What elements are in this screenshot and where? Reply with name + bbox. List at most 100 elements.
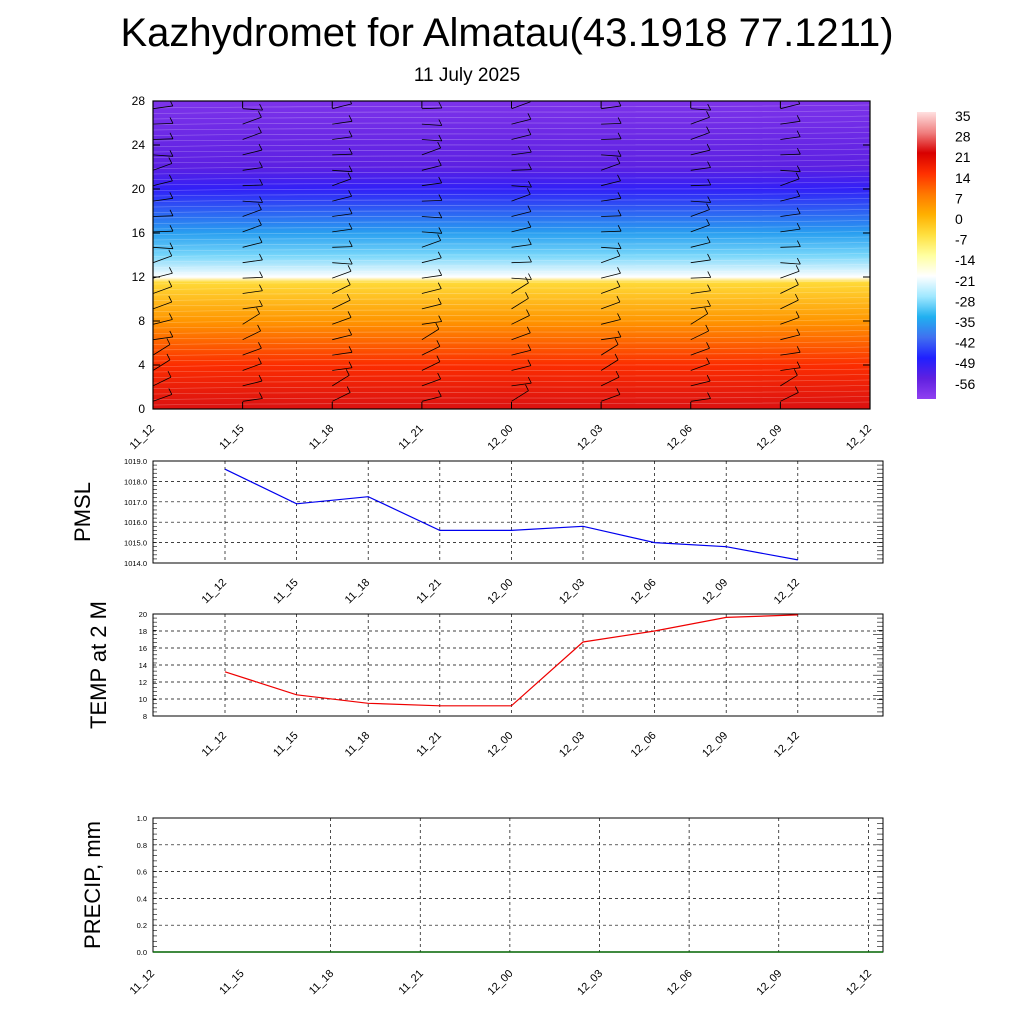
- panel-frame: [152, 613, 884, 717]
- wind-barb-flag: [259, 253, 263, 261]
- precip-panel: 0.0 0.2 0.4 0.6 0.8 1.0 11_12 11_15 11_18 11_21 12…: [80, 814, 884, 998]
- x-tick-label: 12_09: [754, 423, 784, 453]
- x-tick-label: 12_03: [575, 968, 605, 998]
- wind-barb-flag: [707, 392, 711, 399]
- x-tick-label: 11_18: [343, 730, 373, 760]
- wind-barb: [780, 195, 800, 202]
- isoline: [153, 280, 870, 285]
- wind-barb-flag: [617, 209, 622, 216]
- isoline: [153, 126, 870, 131]
- wind-barb-flag: [348, 222, 353, 230]
- wind-barb: [690, 330, 709, 341]
- wind-barb-flag: [886, 234, 889, 240]
- wind-barb-flag: [796, 328, 801, 336]
- wind-barb-flag: [796, 130, 801, 137]
- colorbar-label: -49: [955, 355, 975, 371]
- wind-barb: [780, 246, 801, 248]
- wind-barb-flag: [347, 311, 352, 318]
- wind-barb-flag: [168, 157, 173, 164]
- isoline: [153, 379, 870, 384]
- x-tick-label: 12_00: [485, 730, 515, 760]
- isoline: [153, 176, 870, 180]
- wind-barb-flag: [437, 282, 442, 289]
- y-axis-label: PMSL: [70, 482, 95, 542]
- wind-barb-flag: [885, 356, 888, 362]
- wind-barb: [511, 193, 531, 202]
- wind-barb-flag: [886, 159, 889, 165]
- wind-barb-flag: [168, 280, 173, 287]
- wind-barb: [242, 108, 263, 111]
- wind-barb-flag: [525, 384, 529, 391]
- wind-barb: [421, 139, 442, 142]
- y-tick-label: 1018.0: [124, 477, 147, 486]
- isoline: [153, 390, 870, 395]
- wind-barb: [242, 259, 263, 264]
- wind-barb: [511, 365, 532, 371]
- isoline: [153, 401, 870, 406]
- wind-barb-flag: [348, 148, 353, 155]
- wind-barb-flag: [528, 163, 532, 170]
- wind-barb-flag: [258, 236, 263, 243]
- wind-barb: [690, 167, 711, 171]
- wind-barb: [601, 138, 622, 140]
- wind-barb-flag: [258, 357, 262, 364]
- wind-barb-flag: [614, 338, 619, 345]
- wind-barb: [600, 286, 621, 294]
- y-tick-label: 0.4: [137, 894, 147, 903]
- wind-barb: [601, 246, 622, 250]
- wind-barb: [153, 246, 173, 250]
- colorbar-label: -14: [955, 252, 975, 268]
- wind-barb: [690, 380, 711, 387]
- y-tick-label: 12: [139, 678, 147, 687]
- wind-barb: [780, 270, 800, 279]
- wind-barb-flag: [525, 276, 529, 284]
- wind-barb-flag: [349, 101, 353, 105]
- wind-barb-flag: [348, 207, 353, 214]
- wind-barb: [869, 108, 870, 109]
- x-tick-label: 11_12: [200, 730, 230, 760]
- isoline: [153, 302, 870, 307]
- wind-barb: [153, 336, 173, 341]
- colorbar-label: -28: [955, 293, 975, 309]
- wind-barb: [601, 272, 621, 279]
- wind-barb-flag: [618, 101, 622, 107]
- wind-barb-flag: [886, 283, 889, 289]
- wind-barb-flag: [167, 370, 172, 378]
- wind-barb: [242, 363, 262, 371]
- y-tick-label: 20: [139, 610, 147, 619]
- x-tick-label: 11_12: [128, 423, 158, 453]
- wind-barb: [690, 259, 711, 264]
- wind-barb: [511, 315, 530, 325]
- wind-barb: [332, 262, 353, 265]
- wind-barb-flag: [617, 150, 622, 157]
- wind-barb-flag: [796, 257, 801, 265]
- y-tick-label: 10: [139, 695, 147, 704]
- wind-barb-flag: [706, 126, 710, 133]
- wind-barb-flag: [527, 145, 532, 153]
- wind-barb-flag: [617, 225, 622, 232]
- x-tick-label: 12_06: [629, 730, 659, 760]
- wind-barb: [332, 120, 353, 125]
- y-tick-label: 1019.0: [124, 457, 147, 466]
- wind-barb-flag: [438, 119, 443, 126]
- wind-barb: [780, 367, 801, 371]
- isoline: [153, 341, 870, 345]
- wind-barb: [780, 334, 800, 341]
- wind-barb: [869, 246, 870, 248]
- isoline: [153, 154, 870, 158]
- wind-barb-flag: [259, 271, 263, 278]
- x-tick-label: 12_12: [772, 577, 802, 607]
- colorbar-label: -7: [955, 232, 968, 248]
- isoline: [153, 170, 870, 175]
- height-axis: 0 4 8 12 16 20 24 28: [132, 94, 870, 416]
- wind-barb-flag: [706, 357, 710, 364]
- wind-barb-flag: [887, 177, 890, 183]
- wind-barb-flag: [887, 316, 890, 322]
- isoline: [153, 308, 870, 312]
- wind-barb-flag: [438, 101, 443, 109]
- wind-barb: [690, 277, 711, 279]
- wind-barb-flag: [707, 284, 711, 291]
- wind-barb: [332, 270, 352, 279]
- wind-barb-flag: [617, 192, 622, 199]
- isoline: [153, 115, 870, 120]
